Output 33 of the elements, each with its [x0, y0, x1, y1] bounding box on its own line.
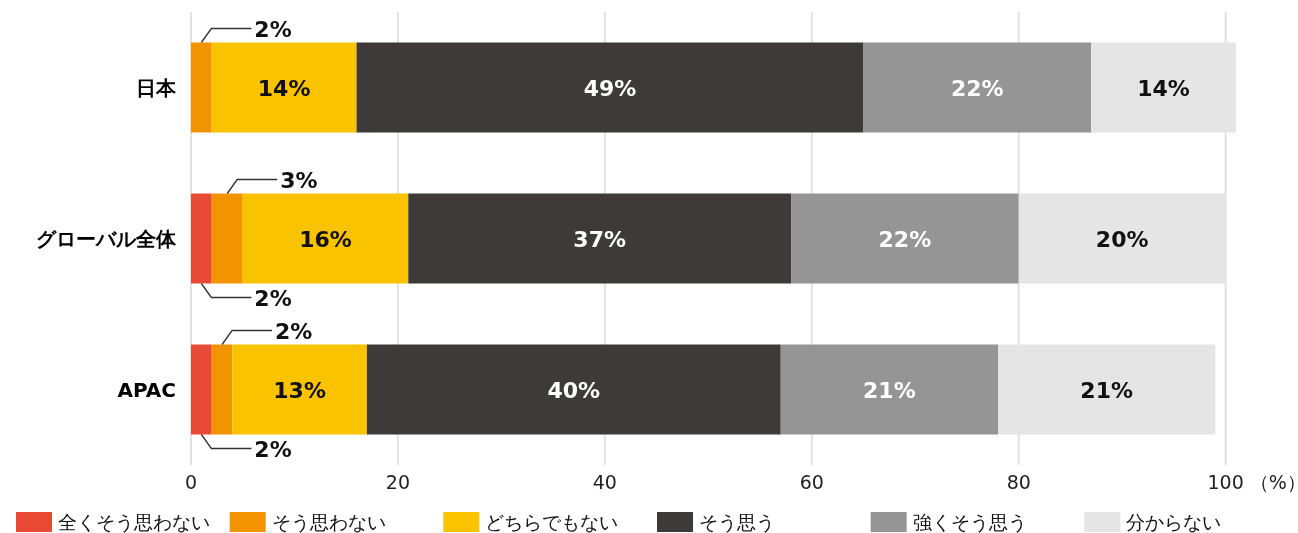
data-label: 2%	[275, 318, 313, 344]
data-label: 49%	[583, 75, 637, 101]
x-tick-label: 80	[1006, 471, 1031, 493]
y-tick-label: 日本	[136, 75, 177, 100]
y-tick-label: APAC	[117, 377, 176, 402]
legend-label: 強くそう思う	[912, 511, 1027, 533]
x-axis-title: （%）	[1249, 471, 1298, 493]
legend-label: 全くそう思わない	[58, 511, 210, 533]
data-label: 14%	[1137, 75, 1190, 101]
x-tick-label: 100	[1207, 471, 1244, 493]
x-tick-label: 0	[184, 471, 198, 493]
data-label: 21%	[863, 377, 916, 403]
data-label: 3%	[280, 167, 318, 193]
legend-label: どちらでもない	[485, 511, 619, 533]
data-label: 16%	[299, 226, 352, 252]
x-tick-label: 60	[799, 471, 824, 493]
legend-label: 分からない	[1126, 511, 1222, 533]
data-label: 21%	[1080, 377, 1133, 403]
data-label: 37%	[573, 226, 627, 252]
data-label: 22%	[878, 226, 932, 252]
data-label: 13%	[273, 377, 326, 403]
data-label: 14%	[257, 75, 311, 101]
x-tick-label: 40	[592, 471, 617, 493]
data-label: 2%	[254, 285, 292, 311]
y-tick-label: グローバル全体	[36, 226, 177, 251]
data-label: 2%	[254, 436, 292, 462]
data-label: 20%	[1095, 226, 1149, 252]
data-label: 2%	[254, 16, 292, 42]
data-label: 22%	[951, 75, 1004, 101]
x-tick-label: 20	[385, 471, 411, 493]
legend-label: そう思う	[699, 511, 775, 533]
legend-label: そう思わない	[271, 511, 386, 533]
data-label: 40%	[547, 377, 601, 403]
